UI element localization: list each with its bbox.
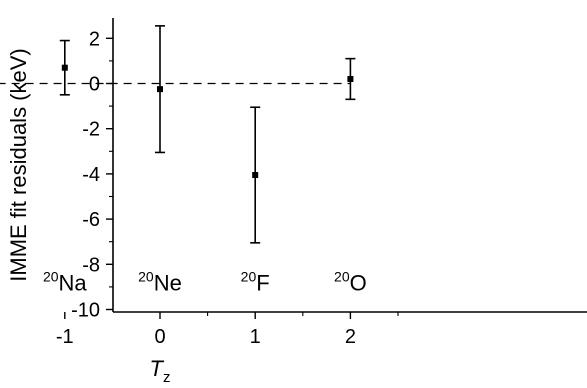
y-tick-label: -4 — [82, 164, 100, 186]
y-tick-label: -2 — [82, 119, 100, 141]
x-axis-title-subscript: z — [163, 369, 171, 386]
data-point — [347, 75, 354, 82]
x-tick-label: 2 — [345, 326, 356, 348]
nucleus-label: 20F — [241, 268, 270, 295]
nucleus-element: O — [350, 270, 367, 295]
x-tick-label: -1 — [56, 326, 74, 348]
x-tick-label: 0 — [154, 326, 165, 348]
nucleus-element: Na — [59, 270, 88, 295]
data-point — [157, 86, 163, 93]
nucleus-label: 20Na — [43, 268, 87, 295]
nucleus-mass-number: 20 — [241, 268, 257, 284]
x-tick-label: 1 — [250, 326, 261, 348]
x-axis-title: Tz — [150, 356, 171, 386]
data-point — [61, 64, 68, 71]
y-tick-label: 0 — [89, 74, 100, 96]
y-axis-title: IMME fit residuals (keV) — [6, 48, 31, 282]
y-tick-label: 2 — [89, 28, 100, 50]
y-tick-label: -6 — [82, 209, 100, 231]
x-axis-title-main: T — [150, 356, 165, 381]
nucleus-labels: 20Mg20Na20Ne20F20O — [43, 268, 367, 295]
data-point — [252, 172, 259, 179]
y-tick-label: -10 — [71, 300, 100, 322]
nucleus-label: 20Ne — [138, 268, 182, 295]
nucleus-label: 20O — [334, 268, 367, 295]
nucleus-element: Ne — [154, 270, 182, 295]
nucleus-mass-number: 20 — [334, 268, 350, 284]
data-points — [59, 25, 356, 244]
nucleus-mass-number: 20 — [138, 268, 154, 284]
nucleus-mass-number: 20 — [43, 268, 59, 284]
y-tick-label: -8 — [82, 254, 100, 276]
nucleus-element: F — [256, 270, 269, 295]
